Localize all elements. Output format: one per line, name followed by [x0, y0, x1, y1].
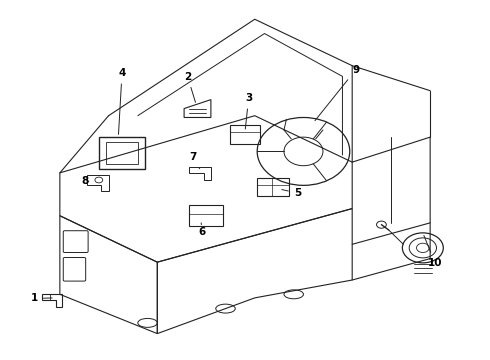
Text: 4: 4 [118, 68, 126, 134]
Text: 10: 10 [424, 235, 442, 268]
Text: 3: 3 [245, 93, 252, 129]
Text: 1: 1 [30, 293, 52, 303]
Text: 7: 7 [189, 152, 200, 169]
Text: 6: 6 [199, 223, 206, 237]
Text: 2: 2 [184, 72, 196, 102]
Text: 9: 9 [315, 65, 359, 121]
Text: 8: 8 [82, 176, 89, 185]
Text: 5: 5 [282, 188, 301, 198]
